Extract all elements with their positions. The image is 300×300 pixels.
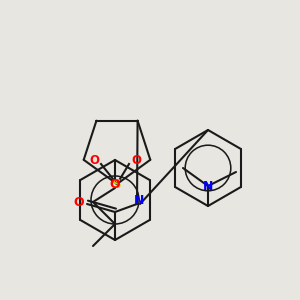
Text: O: O: [110, 178, 120, 190]
Text: S: S: [112, 178, 122, 190]
Text: O: O: [89, 154, 99, 167]
Text: N: N: [203, 179, 213, 193]
Text: N: N: [134, 194, 144, 208]
Text: O: O: [131, 154, 141, 167]
Text: O: O: [74, 196, 84, 208]
